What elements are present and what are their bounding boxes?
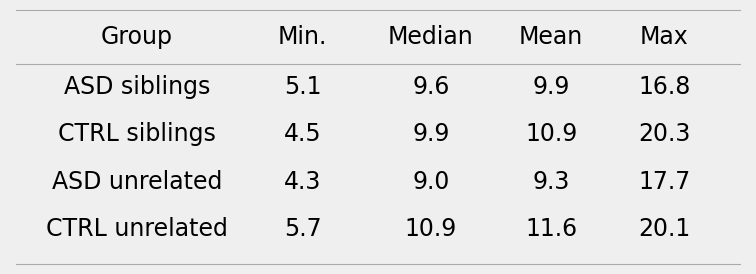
Text: CTRL siblings: CTRL siblings: [58, 122, 216, 146]
Text: Max: Max: [640, 25, 689, 49]
Text: Group: Group: [101, 25, 173, 49]
Text: 10.9: 10.9: [404, 217, 457, 241]
Text: 20.3: 20.3: [638, 122, 690, 146]
Text: 17.7: 17.7: [638, 170, 690, 194]
Text: 9.3: 9.3: [532, 170, 570, 194]
Text: 9.9: 9.9: [532, 75, 570, 99]
Text: Median: Median: [388, 25, 473, 49]
Text: 4.5: 4.5: [284, 122, 321, 146]
Text: CTRL unrelated: CTRL unrelated: [46, 217, 228, 241]
Text: 9.6: 9.6: [412, 75, 449, 99]
Text: 20.1: 20.1: [638, 217, 690, 241]
Text: 4.3: 4.3: [284, 170, 321, 194]
Text: 5.1: 5.1: [284, 75, 321, 99]
Text: Min.: Min.: [278, 25, 327, 49]
Text: 10.9: 10.9: [525, 122, 578, 146]
Text: 9.0: 9.0: [412, 170, 449, 194]
Text: Mean: Mean: [519, 25, 584, 49]
Text: 9.9: 9.9: [412, 122, 449, 146]
Text: ASD unrelated: ASD unrelated: [51, 170, 222, 194]
Text: 16.8: 16.8: [638, 75, 690, 99]
Text: ASD siblings: ASD siblings: [64, 75, 210, 99]
Text: 5.7: 5.7: [284, 217, 321, 241]
Text: 11.6: 11.6: [525, 217, 578, 241]
